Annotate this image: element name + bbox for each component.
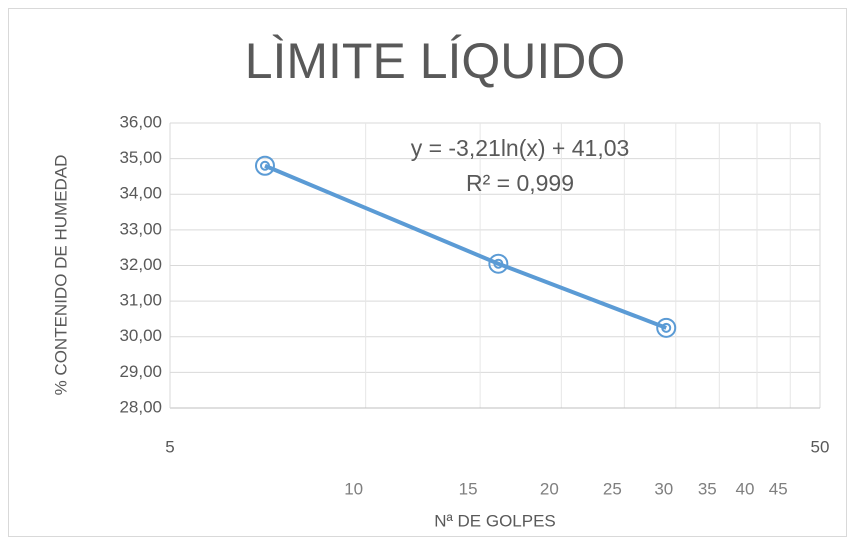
marker-ring	[254, 155, 275, 176]
x-minor-tick-label: 10	[344, 479, 363, 498]
x-minor-tick-label: 20	[540, 479, 559, 498]
y-axis-label: % CONTENIDO DE HUMEDAD	[51, 155, 70, 396]
marker-ring	[661, 322, 672, 333]
annotation: y = -3,21ln(x) + 41,03	[411, 135, 630, 161]
y-tick-label: 35,00	[119, 148, 162, 167]
x-tick-label: 50	[811, 437, 830, 456]
y-tick-label: 30,00	[119, 326, 162, 345]
annotation: R² = 0,999	[466, 170, 574, 196]
y-tick-label: 33,00	[119, 219, 162, 238]
y-tick-label: 29,00	[119, 362, 162, 381]
y-tick-label: 34,00	[119, 184, 162, 203]
y-tick-label: 28,00	[119, 397, 162, 416]
marker-ring	[488, 253, 509, 274]
point	[656, 317, 677, 338]
point	[254, 155, 275, 176]
point	[488, 253, 509, 274]
x-minor-tick-label: 15	[459, 479, 478, 498]
y-tick-label: 31,00	[119, 291, 162, 310]
x-minor-tick-label: 30	[654, 479, 673, 498]
marker-ring	[259, 160, 270, 171]
y-tick-label: 32,00	[119, 255, 162, 274]
x-minor-tick-label: 35	[698, 479, 717, 498]
x-axis-label: Nª DE GOLPES	[434, 511, 556, 530]
chart-border	[8, 8, 847, 537]
marker-ring	[493, 258, 504, 269]
y-tick-label: 36,00	[119, 112, 162, 131]
trend-line	[264, 163, 667, 330]
x-minor-tick-label: 25	[603, 479, 622, 498]
chart-title: LÌMITE LÍQUIDO	[245, 33, 626, 89]
x-minor-tick-label: 45	[769, 479, 788, 498]
x-tick-label: 5	[165, 437, 174, 456]
marker-ring	[656, 317, 677, 338]
x-minor-tick-label: 40	[736, 479, 755, 498]
